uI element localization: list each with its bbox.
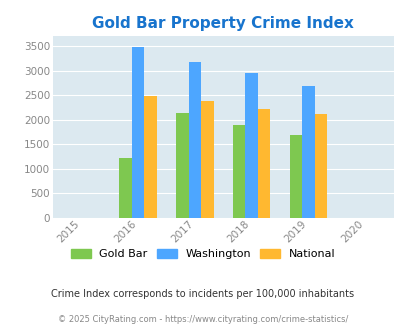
- Bar: [314, 114, 326, 218]
- Bar: [289, 135, 302, 218]
- Bar: [257, 109, 270, 218]
- Bar: [144, 96, 156, 218]
- Bar: [232, 125, 245, 218]
- Text: Crime Index corresponds to incidents per 100,000 inhabitants: Crime Index corresponds to incidents per…: [51, 289, 354, 299]
- Title: Gold Bar Property Crime Index: Gold Bar Property Crime Index: [92, 16, 354, 31]
- Text: © 2025 CityRating.com - https://www.cityrating.com/crime-statistics/: © 2025 CityRating.com - https://www.city…: [58, 315, 347, 324]
- Bar: [188, 62, 200, 218]
- Bar: [302, 86, 314, 218]
- Bar: [132, 47, 144, 218]
- Legend: Gold Bar, Washington, National: Gold Bar, Washington, National: [66, 244, 339, 263]
- Bar: [176, 113, 188, 218]
- Bar: [200, 101, 213, 218]
- Bar: [245, 73, 257, 218]
- Bar: [119, 158, 132, 218]
